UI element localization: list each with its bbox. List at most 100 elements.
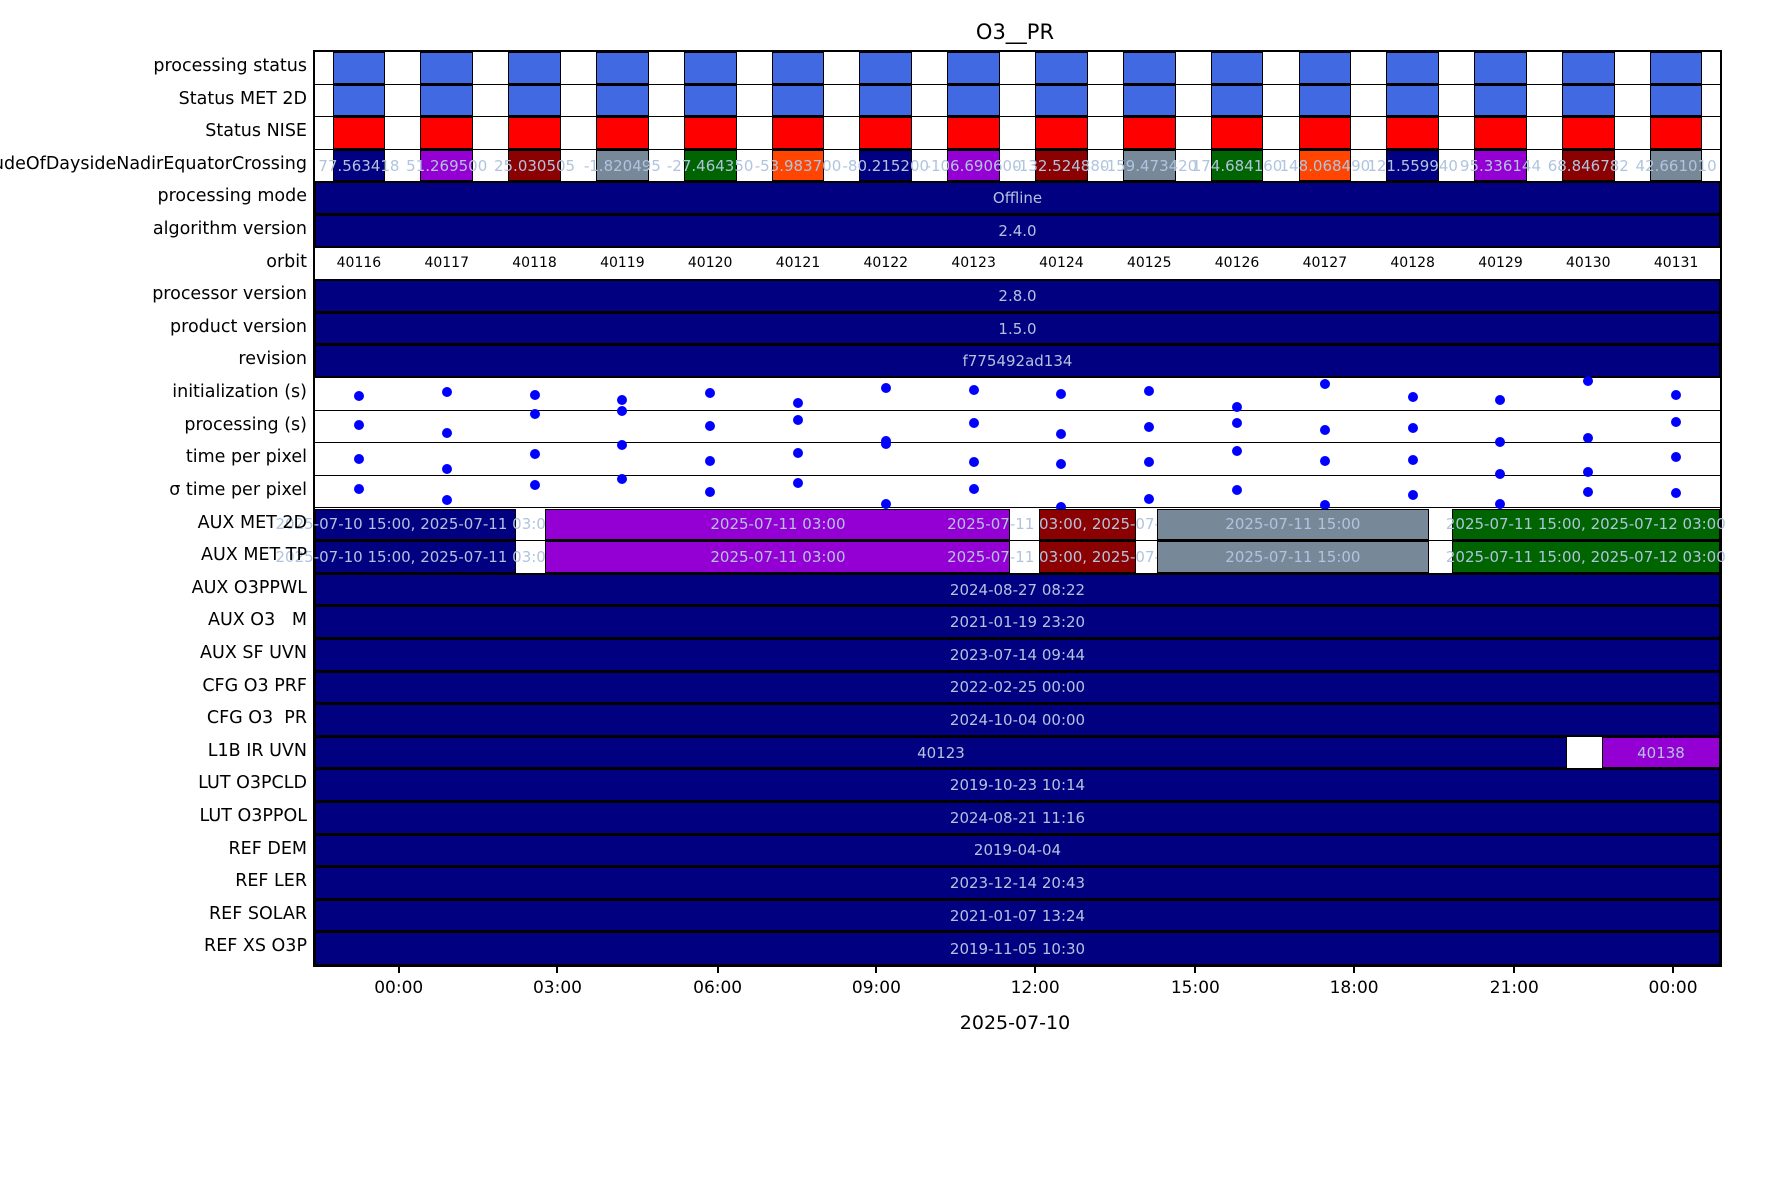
orbit-number: 40123 — [951, 255, 996, 272]
bar-cell — [332, 149, 386, 182]
x-tick-label: 15:00 — [1170, 978, 1220, 998]
plot-area: 77.563418 51.269500 25.030505 -1.820495 -27.… — [276, 50, 1726, 967]
bar-cell — [1122, 149, 1176, 182]
x-tick-mark — [1194, 965, 1197, 973]
scatter-dot — [1495, 499, 1506, 510]
scatter-dot — [353, 454, 364, 465]
row-orbit: 40116 40117 40118 40119 40120 40121 40122 40123… — [315, 248, 1720, 281]
bar-cell — [1649, 52, 1703, 84]
bar-cell — [1298, 117, 1352, 149]
full-bar — [315, 704, 1720, 736]
row-label-ref-ler: REF LER — [235, 871, 307, 892]
row-label-ref-solar: REF SOLAR — [208, 903, 307, 924]
bar-cell — [508, 149, 561, 182]
x-tick-mark — [1513, 965, 1516, 973]
time-segment — [1451, 541, 1720, 573]
full-bar — [315, 280, 1720, 312]
scatter-dot — [1671, 416, 1682, 427]
bar-cell — [1035, 149, 1088, 182]
row-label-product-version: product version — [170, 316, 307, 337]
scatter-dot — [1232, 485, 1243, 496]
bar-cell — [332, 84, 386, 117]
bar-cell — [420, 52, 474, 84]
orbit-number: 40125 — [1126, 255, 1172, 272]
orbit-number: 40120 — [687, 255, 733, 272]
bar-cell — [1386, 52, 1439, 84]
scatter-dot — [1319, 455, 1330, 466]
row-lut-o3ppol: 2024-08-21 11:16 — [315, 801, 1720, 835]
bar-cell — [859, 84, 913, 117]
time-segment — [1156, 508, 1430, 541]
bar-cell — [1035, 117, 1088, 149]
scatter-dot — [1319, 500, 1330, 511]
time-segment — [1601, 736, 1720, 769]
time-segment — [1451, 508, 1720, 541]
row-label-aux-met-tp: AUX MET TP — [201, 545, 307, 566]
bar-cell — [332, 117, 386, 149]
row-label-status-nise: Status NISE — [205, 121, 307, 142]
bar-cell — [683, 117, 737, 149]
row-processing-mode: Offline — [315, 182, 1720, 216]
bar-cell — [332, 52, 386, 84]
bar-cell — [1561, 52, 1615, 84]
bar-cell — [596, 84, 649, 117]
row-time-per-pixel — [315, 474, 1720, 512]
bar-cell — [1035, 52, 1088, 84]
x-tick-label: 00:00 — [1648, 978, 1698, 998]
scatter-dot — [705, 455, 716, 466]
row-longitudeofdaysidenadirequatorcrossing: 77.563418 51.269500 25.030505 -1.820495 -27.… — [315, 149, 1720, 183]
orbit-number: 40122 — [863, 255, 909, 272]
bar-cell — [947, 149, 1000, 182]
row-status-nise — [315, 117, 1720, 150]
scatter-dot — [1232, 446, 1243, 457]
scatter-dot — [968, 418, 979, 429]
x-tick-mark — [397, 965, 400, 973]
full-bar — [315, 769, 1720, 801]
scatter-dot — [1583, 467, 1594, 478]
bar-cell — [1210, 52, 1264, 84]
row-label-lut-o3pcld: LUT O3PCLD — [198, 773, 307, 794]
scatter-dot — [1144, 456, 1155, 467]
orbit-number: 40129 — [1478, 255, 1523, 272]
row-label-cfg-o3-pr: CFG O3 PR — [206, 708, 307, 729]
row-label-ref-dem: REF DEM — [228, 838, 307, 859]
scatter-dot — [880, 498, 891, 509]
row-ref-xs-o3p: 2019-11-05 10:30 — [315, 932, 1720, 965]
time-segment — [1156, 541, 1430, 573]
row-l1b-ir-uvn: 40123 40138 — [315, 736, 1720, 770]
row-label-time-per-pixel: σ time per pixel — [169, 479, 307, 500]
time-segment — [545, 541, 1011, 573]
scatter-dot — [1056, 429, 1067, 440]
scatter-dot — [441, 387, 452, 398]
chart-title: O3__PR — [975, 20, 1055, 44]
bar-cell — [1122, 117, 1176, 149]
scatter-dot — [1319, 424, 1330, 435]
bar-cell — [1298, 52, 1352, 84]
row-ref-dem: 2019-04-04 — [315, 834, 1720, 868]
bar-cell — [508, 52, 561, 84]
bar-cell — [508, 117, 561, 149]
scatter-dot — [1144, 386, 1155, 397]
full-bar — [315, 606, 1720, 638]
full-bar — [315, 345, 1720, 378]
row-processing-s — [315, 406, 1720, 447]
bar-cell — [1210, 149, 1264, 182]
scatter-dot — [529, 479, 540, 490]
row-product-version: 1.5.0 — [315, 312, 1720, 346]
row-aux-sf-uvn: 2023-07-14 09:44 — [315, 638, 1720, 672]
scatter-dot — [880, 383, 891, 394]
scatter-dot — [353, 483, 364, 494]
scatter-dot — [705, 487, 716, 498]
time-segment — [545, 508, 1011, 541]
x-tick-label: 21:00 — [1489, 978, 1539, 998]
scatter-dot — [1319, 379, 1330, 390]
row-label-lut-o3ppol: LUT O3PPOL — [199, 805, 307, 826]
bar-cell — [1474, 117, 1527, 149]
x-tick-label: 12:00 — [1010, 978, 1060, 998]
bar-cell — [859, 117, 913, 149]
row-label-aux-o3-m: AUX O3 M — [207, 610, 307, 631]
scatter-dot — [617, 439, 628, 450]
bar-cell — [771, 52, 825, 84]
bar-cell — [1122, 84, 1176, 117]
